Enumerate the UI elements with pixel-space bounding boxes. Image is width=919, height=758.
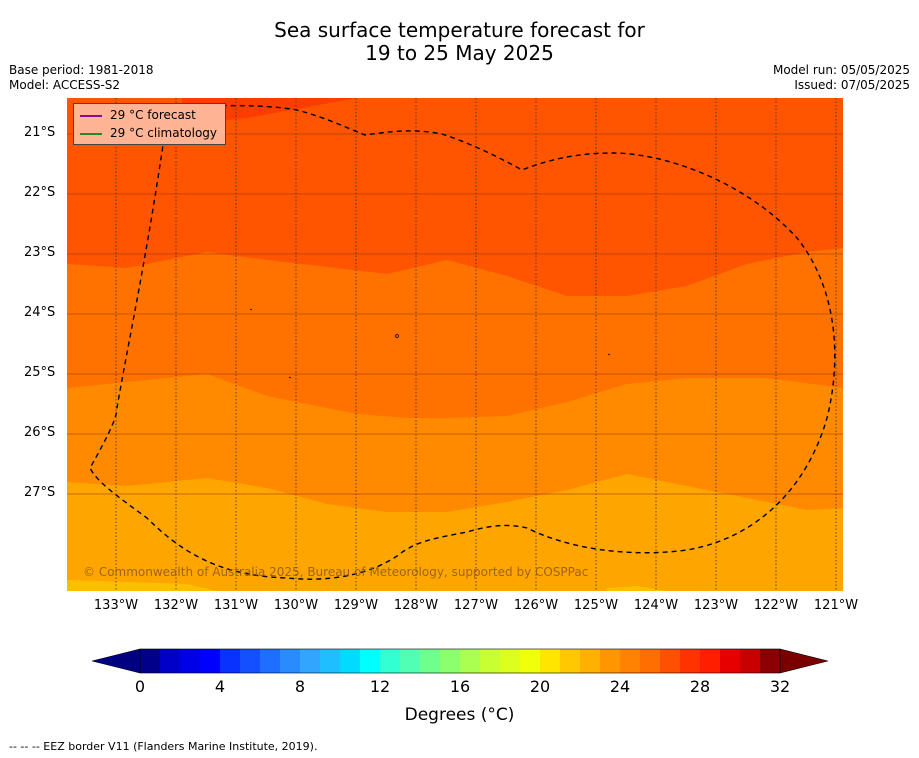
- colorbar-segment: [640, 649, 661, 673]
- colorbar-segment: [420, 649, 441, 673]
- longitude-label: 121°W: [813, 598, 859, 613]
- colorbar-segment: [440, 649, 461, 673]
- colorbar-segment: [500, 649, 521, 673]
- colorbar-tick-label: 32: [769, 677, 791, 696]
- colorbar-segment: [320, 649, 341, 673]
- title-line-2: 19 to 25 May 2025: [365, 41, 554, 65]
- eez-footnote: -- -- -- EEZ border V11 (Flanders Marine…: [9, 740, 318, 753]
- graticule-lat: [67, 133, 843, 495]
- colorbar-tick-label: 20: [529, 677, 551, 696]
- colorbar-segment: [220, 649, 241, 673]
- colorbar-tick-label: 28: [689, 677, 711, 696]
- map-title: Sea surface temperature forecast for 19 …: [0, 19, 919, 65]
- longitude-label: 133°W: [93, 598, 139, 613]
- meta-right: Model run: 05/05/2025 Issued: 07/05/2025: [773, 63, 910, 93]
- legend-climatology-label: 29 °C climatology: [110, 126, 218, 140]
- sst-map: [67, 98, 843, 591]
- colorbar: [91, 648, 829, 674]
- colorbar-segment: [620, 649, 641, 673]
- colorbar-segment: [700, 649, 721, 673]
- colorbar-segment: [380, 649, 401, 673]
- longitude-label: 127°W: [453, 598, 499, 613]
- longitude-label: 125°W: [573, 598, 619, 613]
- colorbar-segment: [180, 649, 201, 673]
- colorbar-segment: [740, 649, 761, 673]
- colorbar-segment: [160, 649, 181, 673]
- base-period: Base period: 1981-2018: [9, 63, 154, 77]
- issued-date: Issued: 07/05/2025: [794, 78, 910, 92]
- title-line-1: Sea surface temperature forecast for: [274, 18, 645, 42]
- longitude-label: 126°W: [513, 598, 559, 613]
- colorbar-segment: [520, 649, 541, 673]
- band-25-26-b: [607, 586, 667, 591]
- forecast-line-swatch: [80, 114, 102, 117]
- latitude-label: 22°S: [24, 185, 56, 200]
- colorbar-segment: [540, 649, 561, 673]
- legend-climatology: 29 °C climatology: [80, 125, 217, 141]
- colorbar-tick-label: 24: [609, 677, 631, 696]
- islands: [249, 308, 611, 379]
- colorbar-segment: [680, 649, 701, 673]
- band-26-27: [67, 474, 843, 591]
- colorbar-tick-label: 4: [214, 677, 226, 696]
- colorbar-tick-label: 12: [369, 677, 391, 696]
- copyright-notice: © Commonwealth of Australia 2025, Bureau…: [83, 565, 589, 579]
- latitude-label: 27°S: [24, 485, 56, 500]
- colorbar-tick-label: 16: [449, 677, 471, 696]
- colorbar-segment: [140, 649, 161, 673]
- longitude-label: 130°W: [273, 598, 319, 613]
- colorbar-segment: [460, 649, 481, 673]
- colorbar-segment: [200, 649, 221, 673]
- colorbar-segment: [280, 649, 301, 673]
- colorbar-under-arrow: [91, 648, 141, 674]
- longitude-label: 124°W: [633, 598, 679, 613]
- colorbar-segment: [400, 649, 421, 673]
- longitude-label: 129°W: [333, 598, 379, 613]
- colorbar-segment: [760, 649, 781, 673]
- colorbar-segment: [720, 649, 741, 673]
- colorbar-segment: [300, 649, 321, 673]
- longitude-label: 131°W: [213, 598, 259, 613]
- colorbar-segment: [480, 649, 501, 673]
- climatology-line-swatch: [80, 132, 102, 135]
- colorbar-segment: [580, 649, 601, 673]
- colorbar-tick-label: 0: [134, 677, 146, 696]
- colorbar-segment: [560, 649, 581, 673]
- latitude-label: 24°S: [24, 305, 56, 320]
- model-run: Model run: 05/05/2025: [772, 63, 910, 77]
- latitude-label: 25°S: [24, 365, 56, 380]
- model-name: Model: ACCESS-S2: [9, 78, 121, 92]
- colorbar-tick-label: 8: [294, 677, 306, 696]
- colorbar-segment: [240, 649, 261, 673]
- map-legend: 29 °C forecast 29 °C climatology: [73, 103, 226, 145]
- colorbar-segment: [360, 649, 381, 673]
- colorbar-segment: [260, 649, 281, 673]
- colorbar-over-arrow: [779, 648, 829, 674]
- legend-forecast-label: 29 °C forecast: [110, 108, 196, 122]
- graticule-lon: [115, 98, 837, 591]
- longitude-label: 122°W: [753, 598, 799, 613]
- colorbar-segment: [660, 649, 681, 673]
- legend-forecast: 29 °C forecast: [80, 107, 196, 123]
- colorbar-label: Degrees (°C): [404, 705, 515, 725]
- latitude-label: 26°S: [24, 425, 56, 440]
- longitude-label: 128°W: [393, 598, 439, 613]
- latitude-label: 21°S: [24, 125, 56, 140]
- colorbar-segment: [600, 649, 621, 673]
- colorbar-segment: [340, 649, 361, 673]
- meta-left: Base period: 1981-2018 Model: ACCESS-S2: [9, 63, 154, 93]
- latitude-label: 23°S: [24, 245, 56, 260]
- colorbar-frame: [139, 648, 781, 674]
- longitude-label: 132°W: [153, 598, 199, 613]
- band-25-26: [67, 580, 217, 591]
- longitude-label: 123°W: [693, 598, 739, 613]
- eez-border: [89, 104, 836, 580]
